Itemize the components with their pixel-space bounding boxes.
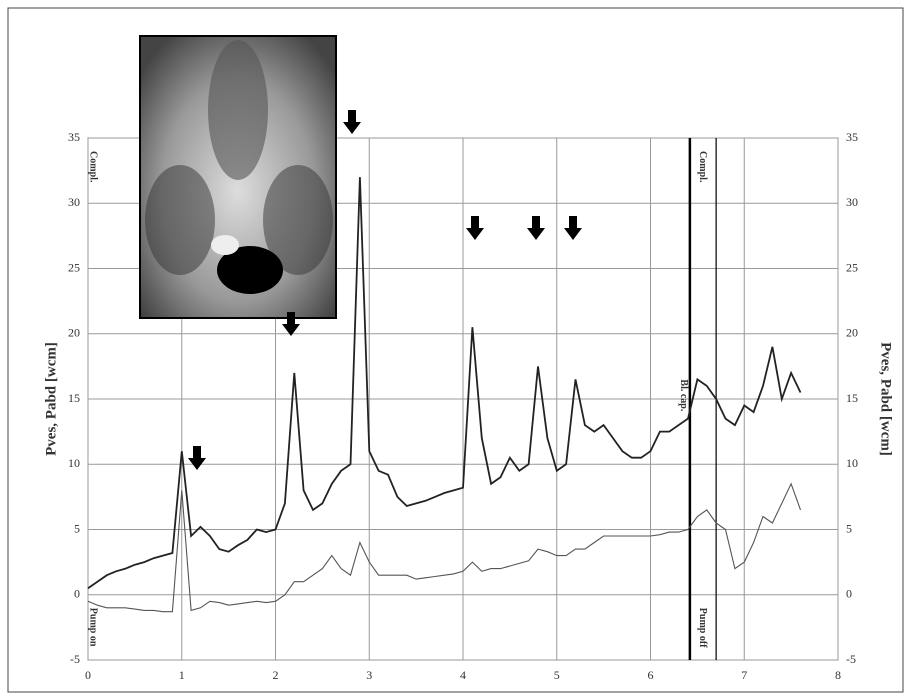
- arrows: [188, 110, 582, 470]
- x-tick-label: 4: [460, 668, 466, 682]
- annotation: Pump off: [697, 608, 708, 648]
- annotation: Compl.: [87, 151, 98, 183]
- y-tick-label: 25: [68, 260, 80, 274]
- x-tick-label: 0: [85, 668, 91, 682]
- y-axis-label: Pves, Pabd [wcm]: [43, 342, 59, 456]
- y-tick-label: 5: [74, 521, 80, 535]
- y-tick-label: 20: [68, 326, 80, 340]
- y2-tick-label: 25: [846, 260, 858, 274]
- x-tick-label: 1: [179, 668, 185, 682]
- y-tick-label: 30: [68, 195, 80, 209]
- inset-xray: [139, 35, 337, 319]
- y2-tick-label: 0: [846, 587, 852, 601]
- y-tick-label: 35: [68, 130, 80, 144]
- y2-tick-label: 15: [846, 391, 858, 405]
- series-line: [87, 177, 802, 589]
- x-tick-label: 3: [366, 668, 372, 682]
- frame: [7, 7, 904, 693]
- series-line: [87, 482, 802, 613]
- y2-tick-label: -5: [846, 652, 856, 666]
- x-tick-label: 2: [273, 668, 279, 682]
- y2-tick-label: 30: [846, 195, 858, 209]
- y-tick-label: 15: [68, 391, 80, 405]
- y-tick-label: 10: [68, 456, 80, 470]
- x-tick-label: 5: [554, 668, 560, 682]
- annotation: Bl. cap.: [678, 379, 689, 411]
- y2-tick-label: 35: [846, 130, 858, 144]
- annotation: Compl.: [697, 151, 708, 183]
- x-tick-label: 7: [741, 668, 747, 682]
- annotation: Pump on: [87, 608, 98, 647]
- x-tick-label: 8: [835, 668, 841, 682]
- x-tick-label: 6: [648, 668, 654, 682]
- y2-tick-label: 20: [846, 326, 858, 340]
- y-tick-label: -5: [70, 652, 80, 666]
- y-tick-label: 0: [74, 587, 80, 601]
- y2-axis-label: Pves, Pabd [wcm]: [878, 342, 894, 456]
- y2-tick-label: 10: [846, 456, 858, 470]
- y2-tick-label: 5: [846, 521, 852, 535]
